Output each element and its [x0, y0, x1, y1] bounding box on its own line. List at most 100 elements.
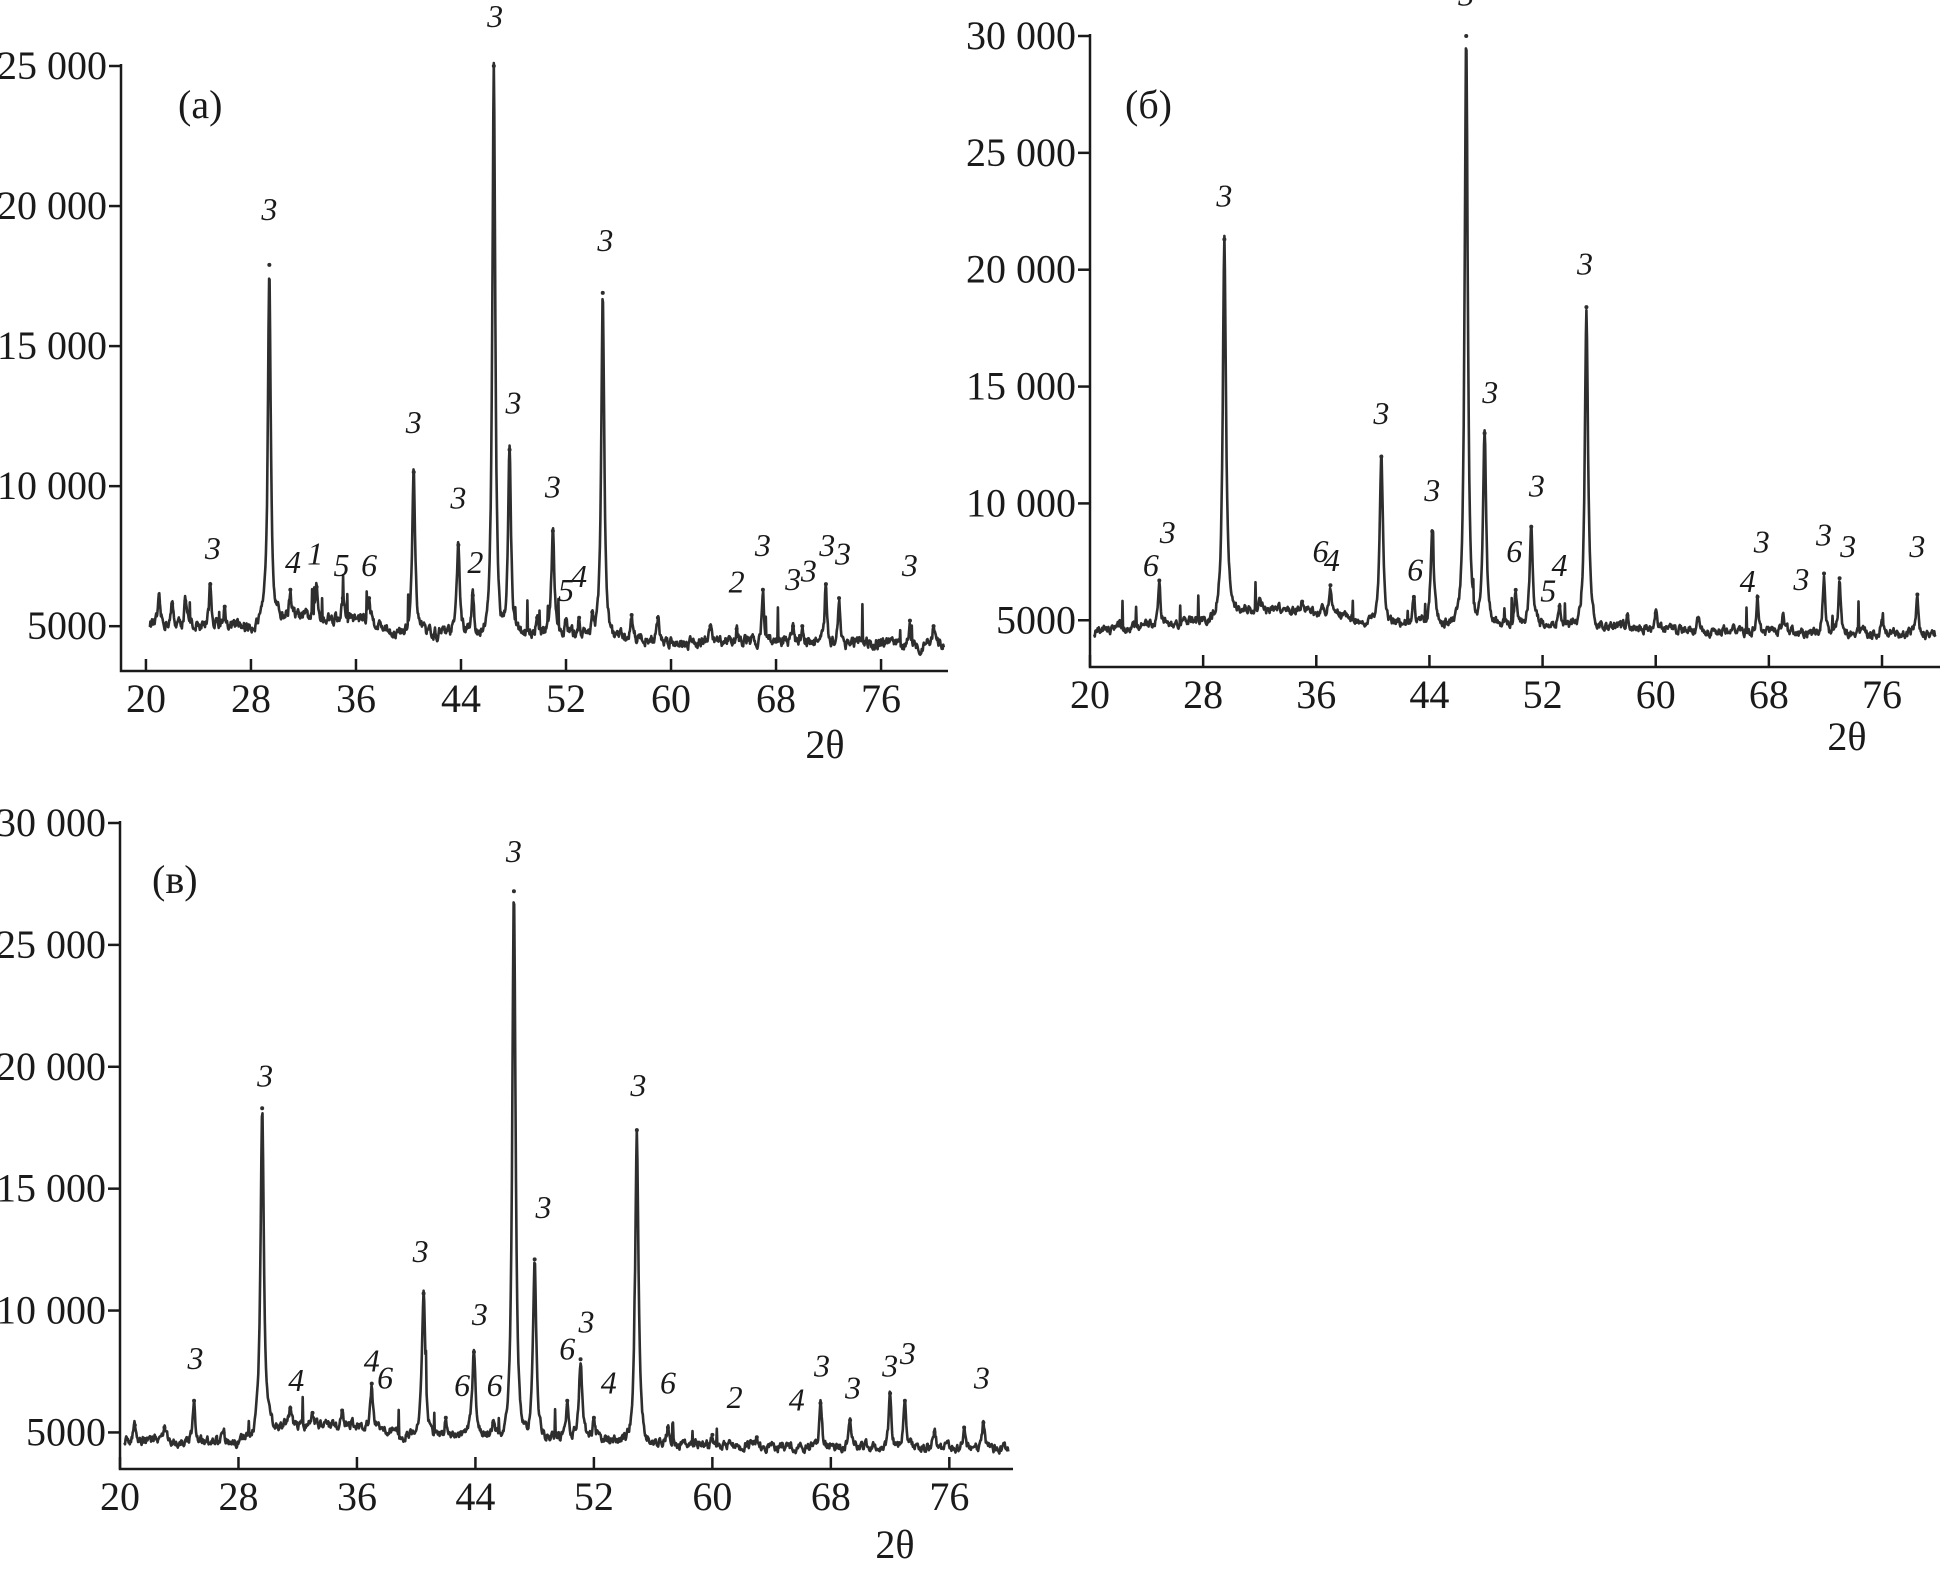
peak-phase-label: 3	[505, 833, 522, 869]
peak-phase-label: 3	[813, 1347, 830, 1383]
peak-phase-label: 3	[577, 1303, 594, 1339]
peak-phase-label: 5	[558, 572, 574, 608]
y-tick-label: 30 000	[966, 13, 1076, 58]
peak-phase-label: 3	[1215, 178, 1232, 214]
peak-point	[1194, 615, 1199, 620]
spectrum-line	[1092, 47, 1937, 641]
peak-phase-label: 6	[1506, 533, 1522, 569]
peak-phase-label: 3	[405, 404, 422, 440]
x-tick-label: 68	[811, 1474, 851, 1519]
x-tick-label: 60	[1636, 672, 1676, 717]
peak-phase-label: 3	[1815, 516, 1832, 552]
peak-point	[708, 624, 713, 629]
peak-phase-label: 3	[1792, 561, 1809, 597]
peak-point	[132, 1423, 137, 1428]
peak-point	[491, 1420, 496, 1425]
peak-point	[535, 615, 540, 620]
spectrum-line	[123, 901, 1010, 1455]
x-tick-label: 76	[861, 676, 901, 721]
peak-phase-label: 5	[1540, 573, 1556, 609]
peak-point	[221, 1430, 226, 1435]
peak-point	[1529, 524, 1534, 529]
peak-point	[1696, 618, 1701, 623]
x-axis-title: 2θ	[805, 722, 844, 767]
peak-phase-label: 3	[544, 468, 561, 504]
y-tick-label: 20 000	[0, 183, 107, 228]
peak-phase-label: 3	[504, 384, 521, 420]
peak-point	[823, 582, 828, 587]
peak-phase-label: 3	[1481, 374, 1498, 410]
peak-point	[564, 618, 569, 623]
peak-point	[710, 1432, 715, 1437]
peak-point	[1157, 578, 1162, 583]
peak-phase-label: 3	[256, 1057, 273, 1093]
peak-phase-label: 3	[471, 1296, 488, 1332]
peak-point	[760, 587, 765, 592]
x-tick-label: 28	[231, 676, 271, 721]
x-tick-label: 28	[1183, 672, 1223, 717]
peak-point	[162, 1425, 167, 1430]
peak-point	[634, 1128, 639, 1133]
y-tick-label: 10 000	[0, 1288, 106, 1333]
peak-point	[511, 889, 516, 894]
peak-phase-label: 3	[1753, 523, 1770, 559]
y-tick-label: 10 000	[0, 463, 107, 508]
peak-phase-label: 6	[1407, 552, 1423, 588]
peak-point	[1625, 613, 1630, 618]
peak-phase-label: 5	[334, 547, 350, 583]
peak-phase-label: 4	[601, 1364, 617, 1400]
y-tick-label: 15 000	[0, 323, 107, 368]
peak-phase-label: 3	[1839, 528, 1856, 564]
peak-phase-label: 6	[377, 1360, 393, 1396]
x-tick-label: 68	[756, 676, 796, 721]
peak-phase-label: 6	[1313, 533, 1329, 569]
peak-phase-label: 3	[881, 1347, 898, 1383]
y-tick-label: 10 000	[966, 480, 1076, 525]
x-tick-label: 20	[1070, 672, 1110, 717]
peak-point	[443, 1415, 448, 1420]
peak-point	[931, 624, 936, 629]
peak-point	[1837, 576, 1842, 581]
x-tick-label: 76	[929, 1474, 969, 1519]
peak-phase-label: 6	[1143, 547, 1159, 583]
x-tick-label: 52	[574, 1474, 614, 1519]
peak-point	[192, 1398, 197, 1403]
peak-phase-label: 3	[800, 552, 817, 588]
peak-point	[590, 610, 595, 615]
x-tick-label: 52	[1523, 672, 1563, 717]
x-tick-label: 60	[692, 1474, 732, 1519]
peak-phase-label: 2	[727, 1379, 743, 1415]
y-tick-label: 15 000	[0, 1166, 106, 1211]
peak-phase-label: 3	[187, 1340, 204, 1376]
peak-point	[411, 470, 416, 475]
peak-point	[818, 1401, 823, 1406]
peak-phase-label: 3	[486, 0, 503, 34]
peak-phase-label: 3	[901, 547, 918, 583]
peak-point	[1328, 583, 1333, 588]
peak-phase-label: 4	[1324, 542, 1340, 578]
peak-point	[260, 1106, 265, 1111]
peak-phase-label: 1	[307, 536, 323, 572]
peak-point	[1915, 592, 1920, 597]
peak-point	[1557, 604, 1562, 609]
peak-phase-label: 3	[784, 561, 801, 597]
peak-phase-label: 3	[844, 1369, 861, 1405]
x-tick-label: 20	[126, 676, 166, 721]
peak-phase-label: 3	[1457, 0, 1474, 13]
axes	[1088, 34, 1940, 669]
peak-point	[1513, 587, 1518, 592]
x-axis-title: 2θ	[1827, 714, 1866, 759]
peak-point	[170, 601, 175, 606]
peak-point	[340, 1408, 345, 1413]
x-tick-label: 44	[1409, 672, 1449, 717]
peak-point	[470, 593, 475, 598]
peak-point	[600, 290, 605, 295]
peak-point	[491, 64, 496, 68]
y-tick-label: 5000	[996, 597, 1076, 642]
y-tick-label: 25 000	[0, 922, 106, 967]
peak-phase-label: 3	[412, 1233, 429, 1269]
peak-point	[1379, 454, 1384, 459]
peak-point	[222, 604, 227, 609]
peak-point	[1781, 615, 1786, 620]
